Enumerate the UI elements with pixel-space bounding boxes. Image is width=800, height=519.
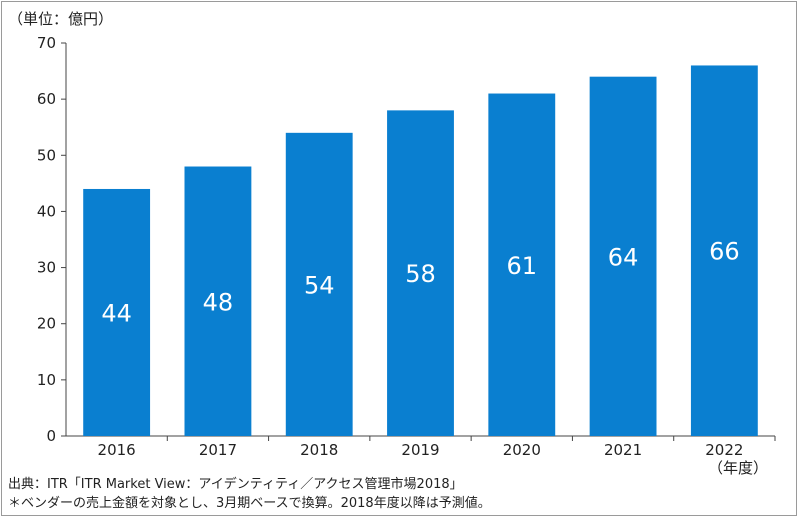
chart-footer: 出典：ITR「ITR Market View：アイデンティティ／アクセス管理市場… — [8, 475, 491, 513]
x-tick-label: 2019 — [401, 441, 439, 459]
bar — [184, 166, 252, 436]
bar-value-label: 44 — [101, 299, 132, 327]
bar — [488, 93, 556, 437]
x-tick-label: 2017 — [199, 441, 237, 459]
bar — [285, 132, 353, 437]
bar — [589, 76, 657, 436]
x-tick-label: 2020 — [503, 441, 541, 459]
y-tick-label: 70 — [37, 34, 56, 52]
bar-value-label: 58 — [405, 260, 436, 288]
bar-value-label: 64 — [608, 243, 639, 271]
y-tick-label: 30 — [37, 259, 56, 277]
bar — [83, 188, 151, 436]
footnote: ＊ベンダーの売上金額を対象とし、3月期ベースで換算。2018年度以降は予測値。 — [8, 496, 491, 511]
x-tick-label: 2022 — [705, 441, 743, 459]
bar — [387, 110, 454, 436]
bar — [690, 65, 758, 436]
x-tick-label: 2021 — [604, 441, 642, 459]
y-tick-label: 20 — [37, 315, 56, 333]
x-axis-unit-label: （年度） — [707, 459, 768, 477]
bar-value-label: 66 — [709, 238, 740, 266]
y-axis-unit-label: （単位：億円） — [8, 10, 114, 28]
x-tick-label: 2016 — [98, 441, 136, 459]
bar-value-label: 61 — [507, 252, 538, 280]
bar-value-label: 48 — [203, 288, 234, 316]
y-tick-label: 10 — [37, 371, 56, 389]
y-tick-label: 50 — [37, 146, 56, 164]
y-tick-label: 0 — [46, 427, 56, 445]
x-tick-label: 2018 — [300, 441, 338, 459]
y-tick-label: 40 — [37, 202, 56, 220]
bar-value-label: 54 — [304, 271, 335, 299]
y-tick-label: 60 — [37, 90, 56, 108]
source-note: 出典：ITR「ITR Market View：アイデンティティ／アクセス管理市場… — [8, 477, 463, 492]
